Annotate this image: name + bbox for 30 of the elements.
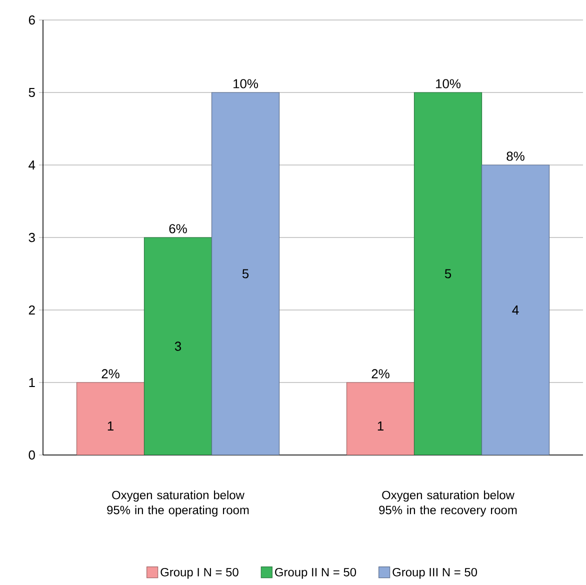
data-label: 1: [108, 422, 114, 430]
bar: [211, 92, 280, 455]
data-label: 5: [444, 269, 452, 278]
y-tick-label: 4: [28, 160, 36, 170]
bar: [76, 382, 145, 455]
x-tick-label: Oxygen saturation below 95% in the operating room: [107, 490, 249, 517]
legend-label: Group II N = 50: [275, 568, 356, 579]
y-tick-label: 1: [29, 378, 35, 387]
data-label: 5: [242, 269, 249, 278]
y-tick-label: 6: [28, 15, 35, 25]
data-label: 1: [378, 422, 384, 430]
data-label: 4: [512, 306, 519, 314]
y-tick-label: 2: [28, 305, 35, 315]
bar: [144, 237, 212, 455]
bar: [481, 164, 550, 455]
bar: [346, 382, 415, 455]
y-tick-label: 5: [28, 88, 35, 98]
annotation: 8%: [506, 152, 524, 161]
x-tick-label: Oxygen saturation below 95% in the recovery room: [379, 490, 517, 517]
annotation: 2%: [102, 369, 120, 378]
legend-label: Group I N = 50: [160, 568, 238, 579]
bar: [414, 92, 482, 455]
annotation: 10%: [234, 79, 258, 88]
annotation: 6%: [169, 224, 187, 234]
annotation: 10%: [436, 79, 461, 88]
legend-label: Group III N = 50: [392, 568, 478, 579]
data-label: 3: [174, 342, 182, 351]
annotation: 2%: [372, 369, 390, 378]
y-tick-label: 0: [28, 450, 35, 460]
y-tick-label: 3: [28, 232, 35, 242]
